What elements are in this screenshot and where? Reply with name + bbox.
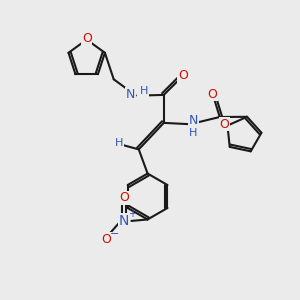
- Text: H: H: [189, 128, 197, 138]
- Text: N: N: [119, 214, 129, 228]
- Text: N: N: [126, 88, 135, 100]
- Text: N: N: [188, 114, 198, 127]
- Text: O: O: [220, 118, 230, 130]
- Text: O: O: [207, 88, 217, 101]
- Text: H: H: [115, 139, 123, 148]
- Text: H: H: [140, 86, 148, 96]
- Text: O: O: [82, 32, 92, 45]
- Text: +: +: [128, 208, 136, 219]
- Text: O: O: [101, 233, 111, 246]
- Text: O: O: [178, 69, 188, 82]
- Text: O: O: [119, 191, 129, 205]
- Text: −: −: [110, 229, 119, 239]
